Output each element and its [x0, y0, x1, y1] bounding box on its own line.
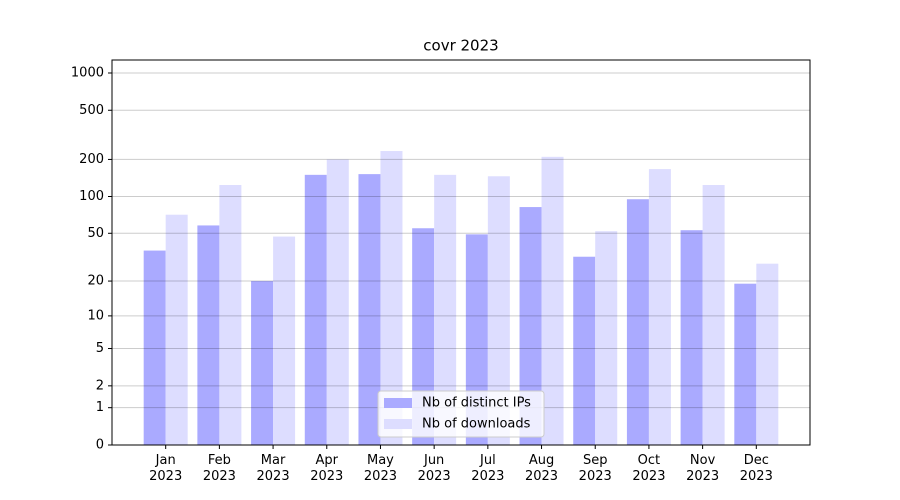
bar — [487, 176, 510, 445]
bar — [648, 169, 671, 445]
y-tick-label: 10 — [87, 308, 104, 323]
x-tick-label: Apr 2023 — [310, 453, 344, 484]
bar — [358, 174, 381, 445]
bar — [165, 214, 188, 445]
y-tick-label: 200 — [79, 152, 104, 167]
x-tick-label: Feb 2023 — [202, 453, 236, 484]
legend-label: Nb of downloads — [422, 417, 531, 432]
x-tick-label: Aug 2023 — [524, 453, 559, 484]
y-tick-label: 2 — [96, 378, 104, 393]
bar — [326, 159, 349, 445]
legend-label: Nb of distinct IPs — [422, 396, 531, 411]
legend-box — [377, 390, 545, 438]
x-tick-label: Jul 2023 — [471, 453, 505, 484]
x-tick-label: Jan 2023 — [149, 453, 183, 484]
x-tick-label: May 2023 — [363, 453, 397, 484]
bar — [304, 174, 327, 445]
bar — [434, 174, 457, 445]
bar — [595, 231, 618, 445]
bar — [143, 250, 166, 445]
y-tick-label: 50 — [87, 226, 104, 241]
legend-swatch — [384, 398, 412, 408]
legend: Nb of distinct IPs Nb of downloads — [377, 390, 545, 438]
y-tick-label: 5 — [96, 341, 104, 356]
bar — [541, 156, 564, 445]
chart-title: covr 2023 — [423, 37, 498, 55]
bar — [219, 185, 242, 445]
bar — [626, 199, 649, 445]
y-tick-label: 20 — [87, 274, 104, 289]
bar — [519, 207, 542, 445]
x-tick-label: Nov 2023 — [686, 453, 720, 484]
x-tick-label: Sep 2023 — [578, 453, 612, 484]
y-tick-label: 0 — [96, 438, 104, 453]
bar — [273, 236, 296, 445]
x-tick-label: Dec 2023 — [739, 453, 773, 484]
bar — [573, 256, 596, 445]
bar — [734, 283, 757, 445]
bar — [380, 151, 403, 445]
bar — [251, 281, 274, 445]
x-tick-label: Oct 2023 — [632, 453, 666, 484]
bar — [680, 230, 703, 445]
legend-swatch — [384, 419, 412, 429]
bar — [197, 225, 220, 445]
x-tick-label: Jun 2023 — [417, 453, 451, 484]
y-tick-label: 100 — [79, 189, 104, 204]
y-tick-label: 1000 — [71, 65, 104, 80]
plot-frame — [111, 59, 811, 446]
x-tick-label: Mar 2023 — [256, 453, 290, 484]
bar — [702, 185, 725, 445]
y-tick-label: 500 — [79, 103, 104, 118]
y-tick-label: 1 — [96, 400, 104, 415]
bar — [756, 263, 779, 445]
